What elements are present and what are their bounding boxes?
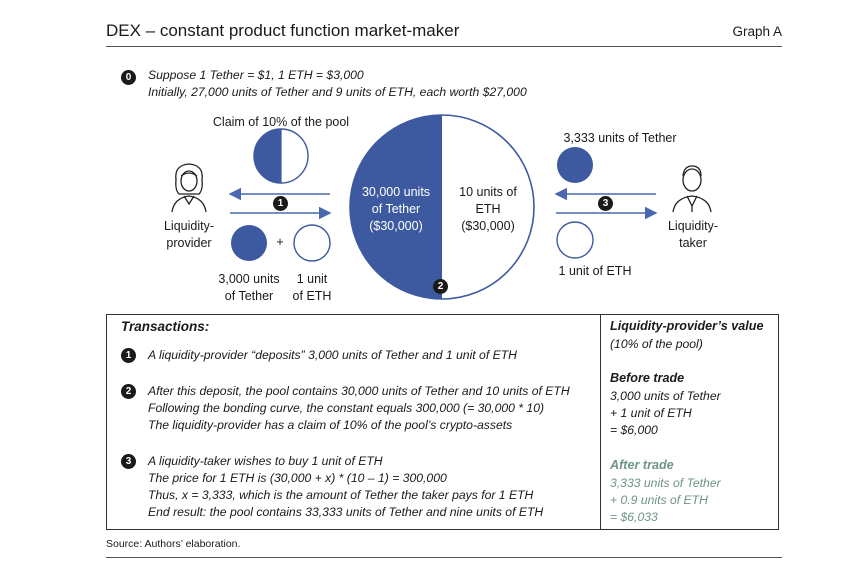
tx1-line-1: A liquidity-provider “deposits” 3,000 un… — [148, 348, 517, 362]
lp-label-1: Liquidity- — [163, 219, 215, 233]
lp-label-2: provider — [166, 236, 212, 250]
lp-tether-label-2: of Tether — [224, 289, 274, 303]
after-trade-line-1: 3,333 units of Tether — [610, 476, 721, 490]
tx-marker-2: 2 — [121, 384, 136, 399]
lt-eth-label: 1 unit of ETH — [558, 264, 632, 278]
tx2-line-3: The liquidity-provider has a claim of 10… — [148, 418, 513, 432]
claim-label: Claim of 10% of the pool — [212, 115, 350, 129]
diagram-marker-1: 1 — [273, 196, 288, 211]
lt-eth-coin — [556, 221, 594, 259]
lt-label-2: taker — [679, 236, 707, 250]
lp-eth-label-1: 1 unit — [296, 272, 328, 286]
before-trade-heading: Before trade — [610, 371, 685, 385]
tx2-line-1: After this deposit, the pool contains 30… — [148, 384, 570, 398]
transactions-box — [106, 314, 779, 530]
tx2-line-2: Following the bonding curve, the constan… — [148, 401, 545, 415]
footer-rule — [106, 557, 782, 558]
lp-tether-coin — [231, 225, 267, 261]
diagram-marker-3: 3 — [598, 196, 613, 211]
value-heading: Liquidity-provider’s value — [610, 319, 764, 333]
page-title: DEX – constant product function market-m… — [106, 21, 460, 40]
intro-line-2: Initially, 27,000 units of Tether and 9 … — [148, 85, 527, 99]
graph-label: Graph A — [732, 24, 782, 39]
dex-diagram — [171, 114, 712, 300]
pool-circle — [349, 114, 535, 300]
pool-tether-label-3: ($30,000) — [369, 219, 423, 233]
header-rule — [106, 46, 782, 47]
tx3-line-4: End result: the pool contains 33,333 uni… — [148, 505, 544, 519]
tx-marker-1: 1 — [121, 348, 136, 363]
plus-sign: + — [276, 235, 284, 249]
liquidity-taker-icon — [672, 165, 712, 213]
box-divider — [600, 314, 602, 530]
step-marker-0: 0 — [121, 70, 136, 85]
transactions-heading: Transactions: — [121, 319, 210, 334]
lt-tether-label: 3,333 units of Tether — [563, 131, 677, 145]
source-note: Source: Authors’ elaboration. — [106, 538, 241, 550]
pool-eth-label-1: 10 units of — [459, 185, 517, 199]
lp-eth-label-2: of ETH — [292, 289, 332, 303]
before-trade-line-2: + 1 unit of ETH — [610, 406, 692, 420]
lp-tether-label-1: 3,000 units — [218, 272, 280, 286]
tx3-line-1: A liquidity-taker wishes to buy 1 unit o… — [148, 454, 383, 468]
lp-eth-coin — [293, 224, 331, 262]
liquidity-provider-icon — [171, 163, 207, 213]
pool-eth-label-3: ($30,000) — [461, 219, 515, 233]
before-trade-line-1: 3,000 units of Tether — [610, 389, 721, 403]
after-trade-line-2: + 0.9 units of ETH — [610, 493, 708, 507]
before-trade-line-3: = $6,000 — [610, 423, 658, 437]
lt-label-1: Liquidity- — [667, 219, 719, 233]
lt-tether-coin — [557, 147, 593, 183]
tx3-line-2: The price for 1 ETH is (30,000 + x) * (1… — [148, 471, 447, 485]
pool-tether-label-2: of Tether — [371, 202, 421, 216]
tx-marker-3: 3 — [121, 454, 136, 469]
pool-eth-label-2: ETH — [475, 202, 501, 216]
claim-circle — [253, 128, 309, 184]
tx3-line-3: Thus, x = 3,333, which is the amount of … — [148, 488, 534, 502]
diagram-marker-2: 2 — [433, 279, 448, 294]
intro-line-1: Suppose 1 Tether = $1, 1 ETH = $3,000 — [148, 68, 364, 82]
after-trade-line-3: = $6,033 — [610, 510, 658, 524]
pool-tether-label-1: 30,000 units — [361, 185, 431, 199]
value-subheading: (10% of the pool) — [610, 337, 703, 351]
after-trade-heading: After trade — [610, 458, 674, 472]
